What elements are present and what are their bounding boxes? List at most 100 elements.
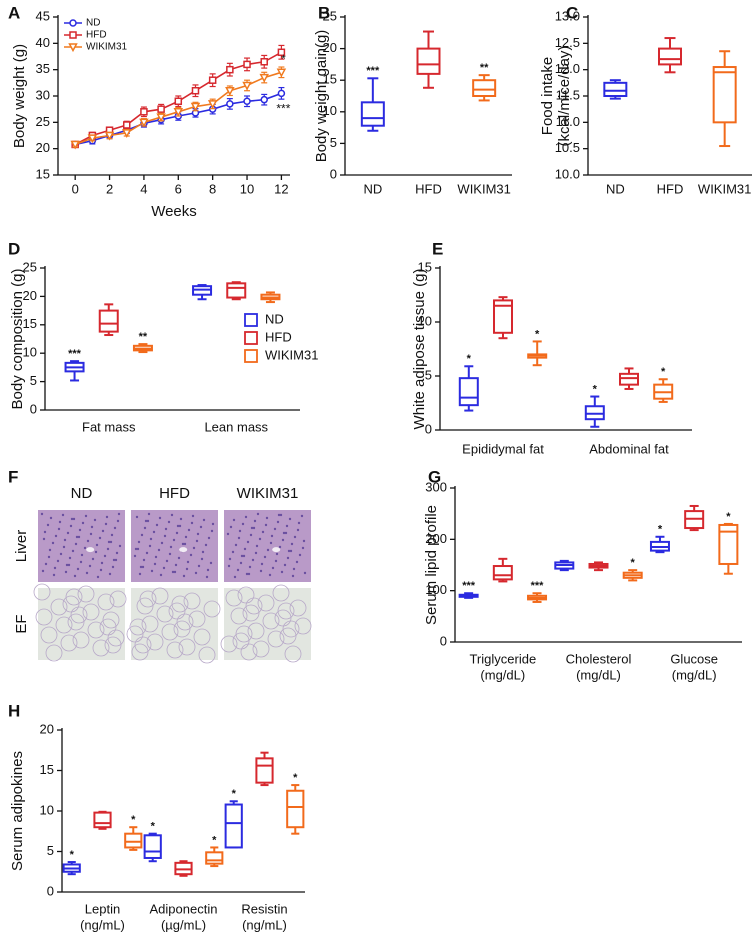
legend-label: ND xyxy=(265,311,284,326)
texture xyxy=(289,549,293,553)
texture xyxy=(209,561,213,565)
marker xyxy=(259,73,269,83)
significance: *** xyxy=(366,65,380,77)
texture xyxy=(105,515,109,519)
texture xyxy=(243,547,247,551)
texture xyxy=(116,519,120,523)
marker xyxy=(69,31,77,39)
y-tick-label: 15 xyxy=(323,72,337,87)
texture xyxy=(178,524,182,528)
significance: *** xyxy=(276,101,290,115)
significance: * xyxy=(661,366,666,378)
texture xyxy=(66,531,70,535)
texture xyxy=(279,513,283,517)
significance: * xyxy=(593,383,598,395)
texture xyxy=(58,520,62,524)
marker xyxy=(243,97,251,106)
texture xyxy=(204,543,208,547)
texture xyxy=(172,538,176,542)
box xyxy=(619,372,639,386)
texture xyxy=(90,525,94,529)
texture xyxy=(249,533,253,537)
texture xyxy=(59,552,63,556)
texture xyxy=(279,627,297,645)
texture xyxy=(175,531,179,535)
x-tick-label: (ng/mL) xyxy=(80,917,125,932)
texture xyxy=(64,570,68,574)
texture xyxy=(256,512,260,516)
significance: * xyxy=(70,849,75,861)
y-tick-label: 30 xyxy=(36,87,50,102)
texture xyxy=(255,544,259,548)
x-tick-label: Glucose xyxy=(670,651,718,666)
x-tick-label: Leptin xyxy=(85,901,120,916)
texture xyxy=(244,515,248,519)
texture xyxy=(203,600,221,618)
y-axis-title: White adipose tissue (g) xyxy=(411,269,428,430)
texture xyxy=(179,547,188,553)
box xyxy=(226,282,247,299)
texture xyxy=(278,545,282,549)
texture xyxy=(78,528,82,532)
texture xyxy=(190,521,194,525)
texture xyxy=(297,521,301,525)
y-tick-label: 200 xyxy=(425,531,447,546)
legend-label: ND xyxy=(86,18,100,29)
legend-swatch xyxy=(244,313,258,327)
texture xyxy=(210,529,214,533)
y-tick-label: 11.0 xyxy=(556,114,580,129)
texture xyxy=(269,541,273,545)
texture xyxy=(177,556,181,560)
texture xyxy=(287,549,291,553)
texture xyxy=(46,523,50,527)
box xyxy=(286,789,305,829)
significance: * xyxy=(131,814,136,826)
texture xyxy=(291,574,295,578)
y-tick-label: 5 xyxy=(425,367,432,382)
box xyxy=(472,79,497,97)
texture xyxy=(240,554,244,558)
texture xyxy=(262,612,280,630)
marker xyxy=(156,113,166,123)
texture xyxy=(86,539,90,543)
texture xyxy=(259,569,263,573)
box xyxy=(224,803,243,849)
legend-label: WIKIM31 xyxy=(86,42,128,53)
texture xyxy=(167,520,171,524)
texture xyxy=(252,526,256,530)
texture xyxy=(131,643,149,661)
texture xyxy=(60,634,78,652)
texture xyxy=(294,617,312,635)
panel-letter: G xyxy=(428,467,441,486)
y-tick-label: 10 xyxy=(23,345,37,360)
texture xyxy=(141,565,145,569)
texture xyxy=(273,527,277,531)
texture xyxy=(87,621,105,639)
texture xyxy=(264,523,268,527)
texture xyxy=(254,551,258,555)
box xyxy=(124,832,143,849)
texture xyxy=(286,556,290,560)
texture xyxy=(138,572,142,576)
texture xyxy=(247,622,265,640)
texture xyxy=(73,574,77,578)
texture xyxy=(86,547,95,553)
texture xyxy=(126,625,144,643)
texture xyxy=(232,518,236,522)
panel-letter: F xyxy=(8,467,18,486)
texture xyxy=(149,537,153,541)
significance: ** xyxy=(480,62,489,74)
texture xyxy=(282,620,300,638)
texture xyxy=(65,588,83,606)
x-tick-label: (mg/dL) xyxy=(576,667,621,682)
x-tick-label: Epididymal fat xyxy=(462,441,544,456)
texture xyxy=(178,638,196,656)
x-tick-label: Resistin xyxy=(241,901,287,916)
texture xyxy=(63,538,67,542)
row-label: Liver xyxy=(13,530,30,563)
texture xyxy=(174,563,178,567)
y-tick-label: 20 xyxy=(36,140,50,155)
box xyxy=(458,377,479,407)
texture xyxy=(207,536,211,540)
texture xyxy=(109,540,113,544)
